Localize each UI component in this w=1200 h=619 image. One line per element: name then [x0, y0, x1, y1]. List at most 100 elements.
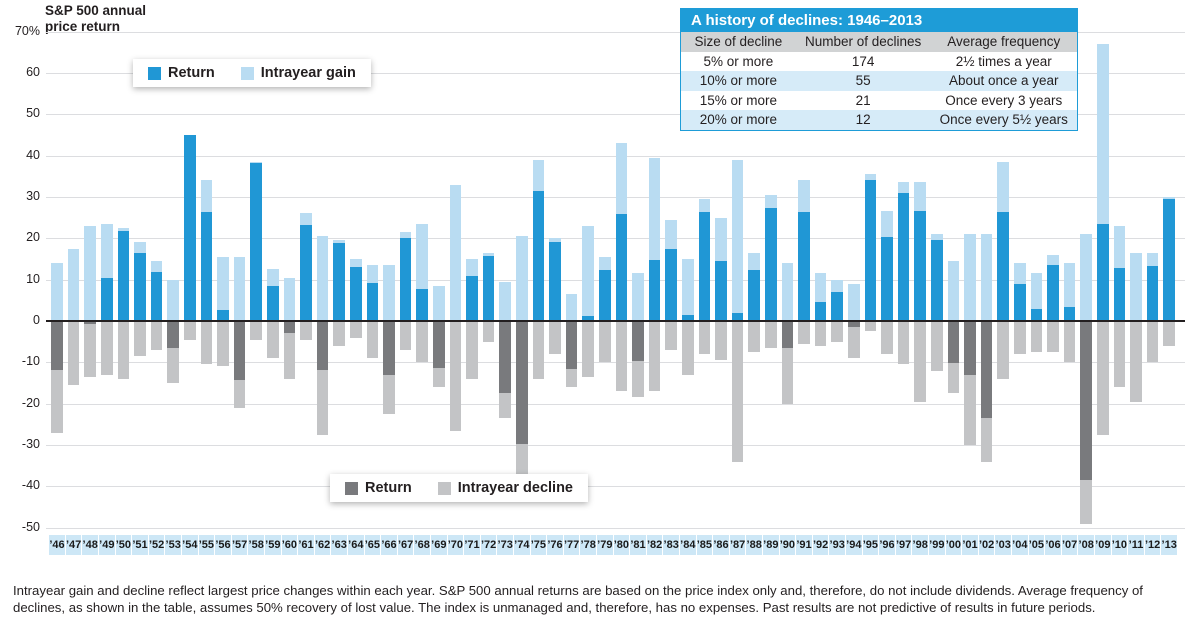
- intrayear-decline-bar: [366, 321, 379, 359]
- intrayear-decline-bar: [1097, 321, 1109, 435]
- return-bar: [499, 321, 511, 393]
- intrayear-decline-bar: [931, 321, 943, 371]
- intrayear-decline-bar: [482, 321, 495, 342]
- return-bar: [433, 321, 445, 369]
- return-bar: [848, 321, 860, 328]
- x-axis-label: ’07: [1061, 535, 1078, 555]
- return-bar: [599, 270, 611, 321]
- gridline: [46, 403, 1185, 405]
- x-axis-label: ’68: [414, 535, 430, 555]
- declines-table: Size of decline Number of declines Average…: [681, 32, 1077, 130]
- intrayear-decline-bar: [731, 321, 744, 462]
- y-axis-label: 0: [33, 313, 40, 327]
- return-bar: [864, 179, 877, 321]
- return-positive-swatch-icon: [148, 66, 161, 80]
- x-axis-label: ’87: [729, 535, 746, 555]
- x-axis-label: ’98: [912, 535, 928, 555]
- x-axis-label: ’82: [646, 535, 663, 555]
- intrayear-decline-bar: [300, 321, 312, 340]
- return-bar: [914, 210, 926, 321]
- y-axis-label: -10: [21, 354, 40, 369]
- return-bar: [466, 276, 478, 321]
- intrayear-gain-bar: [781, 263, 794, 321]
- table-cell: Once every 5½ years: [939, 112, 1068, 128]
- return-bar: [117, 230, 130, 321]
- return-bar: [350, 267, 362, 321]
- return-bar: [665, 249, 677, 321]
- return-bar: [1113, 268, 1126, 321]
- y-axis-label: 50: [26, 106, 40, 121]
- x-axis-label: ’92: [812, 535, 829, 555]
- x-axis-label: ’97: [895, 535, 912, 555]
- x-axis-label: ’52: [148, 535, 165, 555]
- x-axis-label: ’09: [1095, 535, 1111, 555]
- intrayear-decline-bar: [350, 321, 362, 338]
- intrayear-gain-bar: [67, 248, 80, 321]
- intrayear-decline-bar: [1030, 321, 1043, 352]
- intrayear-gain-bar: [582, 225, 594, 321]
- intrayear-decline-bar: [466, 321, 478, 379]
- return-bar: [167, 321, 179, 349]
- x-axis-label: ’61: [298, 535, 314, 555]
- intrayear-gain-bar: [416, 223, 428, 321]
- intrayear-gain-bar: [167, 279, 179, 321]
- x-axis-label: ’83: [663, 535, 679, 555]
- intrayear-decline-bar: [665, 321, 677, 350]
- return-bar: [300, 225, 312, 321]
- return-bar: [632, 321, 644, 362]
- return-bar: [333, 242, 345, 321]
- return-bar: [881, 237, 893, 321]
- zero-axis-line: [46, 320, 1185, 322]
- x-axis-label: ’70: [447, 535, 464, 555]
- intrayear-decline-bar: [200, 321, 213, 365]
- intrayear-gain-bar: [383, 265, 395, 321]
- table-cell: 12: [855, 112, 871, 128]
- legend-returns-gain: Return Intrayear gain: [133, 59, 371, 87]
- table-row: 10% or more 55 About once a year: [681, 71, 1077, 91]
- table-header-row: Size of decline Number of declines Average…: [681, 32, 1077, 52]
- intrayear-gain-bar: [632, 273, 644, 321]
- legend-item-intrayear-decline: Intrayear decline: [437, 480, 573, 496]
- x-axis-label: ’74: [514, 535, 530, 555]
- y-axis-label: 20: [26, 230, 40, 245]
- x-axis-label: ’57: [231, 535, 248, 555]
- return-bar: [897, 192, 910, 321]
- intrayear-gain-bar: [848, 283, 860, 321]
- intrayear-decline-bar: [117, 321, 130, 379]
- return-bar: [217, 310, 229, 321]
- return-bar: [482, 256, 495, 321]
- return-bar: [1146, 265, 1159, 321]
- intrayear-decline-bar: [914, 321, 926, 402]
- chart-title-line2: price return: [45, 19, 121, 34]
- table-title: A history of declines: 1946–2013: [681, 9, 1077, 32]
- footnote: Intrayear gain and decline reflect large…: [13, 583, 1193, 616]
- x-axis-label: ’60: [281, 535, 298, 555]
- intrayear-decline-bar: [549, 321, 561, 355]
- return-bar: [316, 321, 329, 370]
- return-bar: [184, 134, 196, 321]
- table-row: 5% or more 174 2½ times a year: [681, 51, 1077, 71]
- x-axis-label: ’00: [945, 535, 962, 555]
- legend-gain-label: Intrayear gain: [260, 65, 356, 81]
- chart-title-line1: S&P 500 annual: [45, 3, 147, 18]
- return-bar: [615, 214, 628, 321]
- intrayear-gain-bar: [980, 234, 993, 321]
- intrayear-decline-bar: [748, 321, 760, 352]
- intrayear-gain-bar: [217, 256, 229, 321]
- return-bar: [798, 212, 810, 321]
- return-bar: [250, 163, 262, 321]
- intrayear-decline-bar: [267, 321, 279, 359]
- x-axis-label: ’54: [182, 535, 198, 555]
- intrayear-decline-bar: [51, 321, 63, 433]
- intrayear-decline-bar: [283, 321, 296, 379]
- table-cell: 174: [851, 53, 875, 69]
- return-bar: [682, 315, 694, 321]
- return-bar: [997, 211, 1009, 321]
- intrayear-decline-bar: [1130, 321, 1142, 402]
- return-bar: [1030, 308, 1043, 321]
- intrayear-gain-bar: [648, 157, 661, 321]
- table-row: 20% or more 12 Once every 5½ years: [681, 110, 1077, 130]
- intrayear-decline-bar: [184, 321, 196, 340]
- x-axis-label: ’65: [364, 535, 381, 555]
